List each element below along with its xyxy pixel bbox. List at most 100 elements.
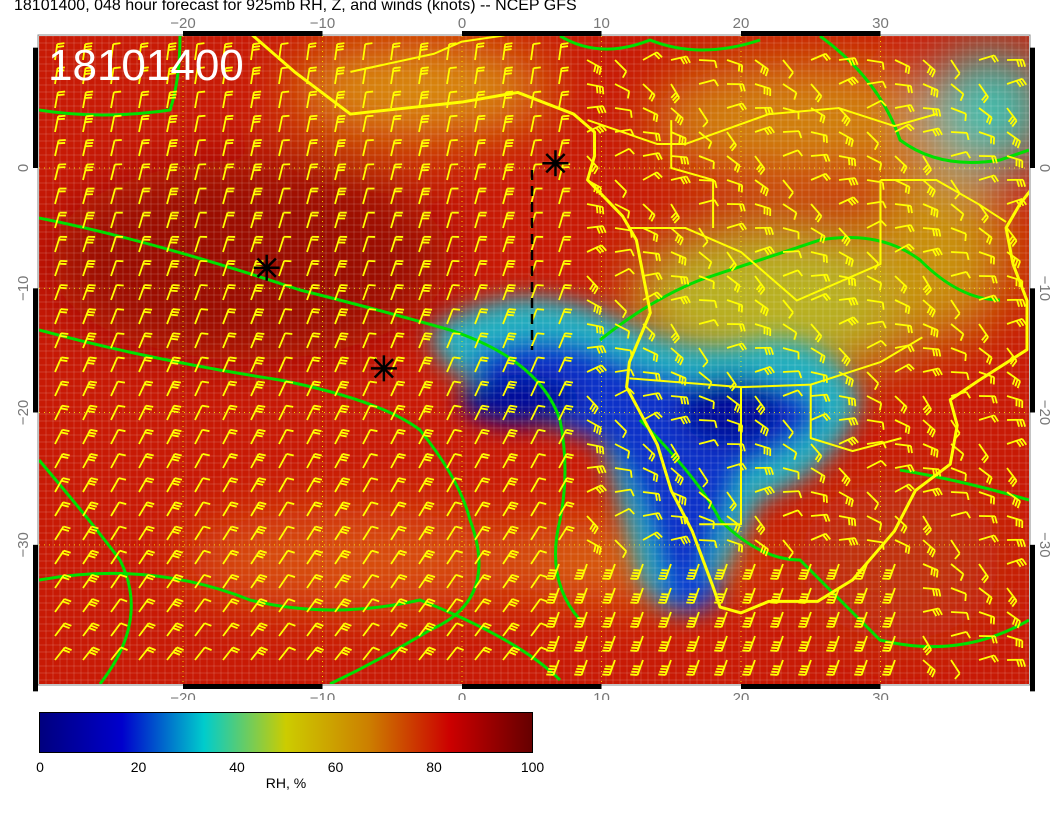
wind-barb: [362, 139, 374, 157]
wind-barb: [838, 57, 859, 66]
wind-barb: [138, 163, 151, 181]
wind-barb: [686, 659, 700, 676]
wind-barb: [810, 153, 831, 162]
wind-barb: [390, 501, 407, 517]
wind-barb: [558, 332, 573, 349]
wind-barb: [222, 284, 236, 301]
wind-barb: [390, 477, 407, 493]
wind-barb: [798, 635, 812, 652]
wind-barb: [334, 598, 352, 613]
wind-barb: [754, 346, 774, 356]
wind-barb: [278, 453, 294, 469]
wind-barb: [250, 332, 265, 349]
wind-barb: [446, 284, 460, 301]
wind-barb: [530, 90, 542, 109]
wind-barb: [546, 635, 560, 652]
wind-barb: [978, 491, 996, 505]
wind-barb: [558, 42, 569, 61]
wind-barb: [614, 507, 635, 517]
wind-barb: [82, 90, 94, 109]
wind-barb: [922, 607, 943, 617]
wind-barb: [950, 630, 971, 639]
wind-barb: [194, 163, 207, 181]
wind-barb: [474, 139, 486, 157]
wind-barb: [586, 59, 602, 76]
wind-barb: [742, 587, 756, 604]
axis-scale-bar: [183, 684, 323, 689]
wind-barb: [278, 163, 291, 181]
wind-barb: [138, 598, 156, 613]
wind-barb: [250, 477, 267, 493]
wind-barb: [502, 163, 515, 181]
wind-barb: [306, 259, 320, 277]
wind-barb: [138, 477, 155, 493]
colorbar-tick-label: 100: [520, 759, 545, 775]
wind-barb: [278, 356, 293, 373]
axis-scale-bar: [1030, 47, 1035, 168]
wind-barb: [418, 90, 430, 109]
wind-barb: [502, 549, 519, 565]
wind-barb: [362, 404, 378, 421]
wind-barb: [614, 248, 635, 257]
wind-barb: [894, 443, 913, 454]
wind-barb: [894, 203, 913, 214]
colorbar-tick-label: 40: [229, 759, 245, 775]
wind-barb: [474, 284, 488, 301]
wind-barb: [614, 203, 631, 219]
wind-barb: [390, 622, 408, 637]
wind-barb: [362, 598, 380, 613]
wind-barb: [1006, 635, 1024, 648]
wind-barb: [474, 90, 486, 109]
wind-barb: [166, 163, 179, 181]
lat-tick-label: −10: [15, 276, 32, 301]
wind-barb: [810, 227, 826, 244]
wind-barb: [110, 187, 123, 205]
lat-tick-label: −30: [15, 532, 32, 557]
wind-barb: [602, 611, 616, 628]
wind-barb: [334, 90, 346, 109]
wind-barb: [782, 419, 794, 439]
wind-barb: [894, 155, 908, 174]
wind-barb: [530, 284, 544, 301]
wind-barb: [390, 573, 408, 589]
wind-barb: [810, 292, 832, 302]
wind-barb: [82, 598, 100, 613]
wind-barb: [642, 347, 659, 363]
wind-barb: [278, 259, 292, 277]
wind-barb: [866, 251, 880, 271]
wind-barb: [138, 380, 154, 397]
axis-scale-bar: [33, 544, 38, 692]
wind-barb: [950, 539, 961, 560]
wind-barb: [166, 139, 178, 157]
wind-barb: [222, 42, 233, 61]
wind-barb: [110, 90, 122, 109]
wind-barb: [446, 622, 464, 637]
wind-barb: [1006, 155, 1024, 168]
wind-barb: [754, 106, 774, 116]
wind-barb: [54, 211, 67, 229]
wind-barb: [194, 66, 205, 85]
wind-barb: [250, 356, 265, 373]
wind-barb: [54, 428, 70, 445]
wind-barb: [838, 76, 859, 86]
wind-barb: [390, 525, 407, 541]
wind-barb: [474, 477, 491, 493]
wind-barb: [978, 227, 993, 245]
wind-barb: [334, 477, 351, 493]
wind-barb: [558, 404, 574, 421]
wind-barb: [390, 284, 404, 301]
wind-barb: [894, 323, 913, 334]
wind-barb: [726, 179, 744, 193]
axis-scale-bar: [33, 288, 38, 413]
wind-barb: [306, 356, 321, 373]
wind-barb: [362, 549, 379, 565]
wind-barb: [446, 380, 462, 397]
wind-barb: [642, 83, 656, 102]
wind-barb: [658, 587, 672, 604]
wind-barb: [670, 515, 690, 525]
wind-barb: [334, 525, 351, 541]
wind-barb: [446, 308, 461, 325]
wind-barb: [558, 211, 571, 229]
wind-barb: [54, 622, 72, 637]
wind-barb: [754, 59, 769, 77]
